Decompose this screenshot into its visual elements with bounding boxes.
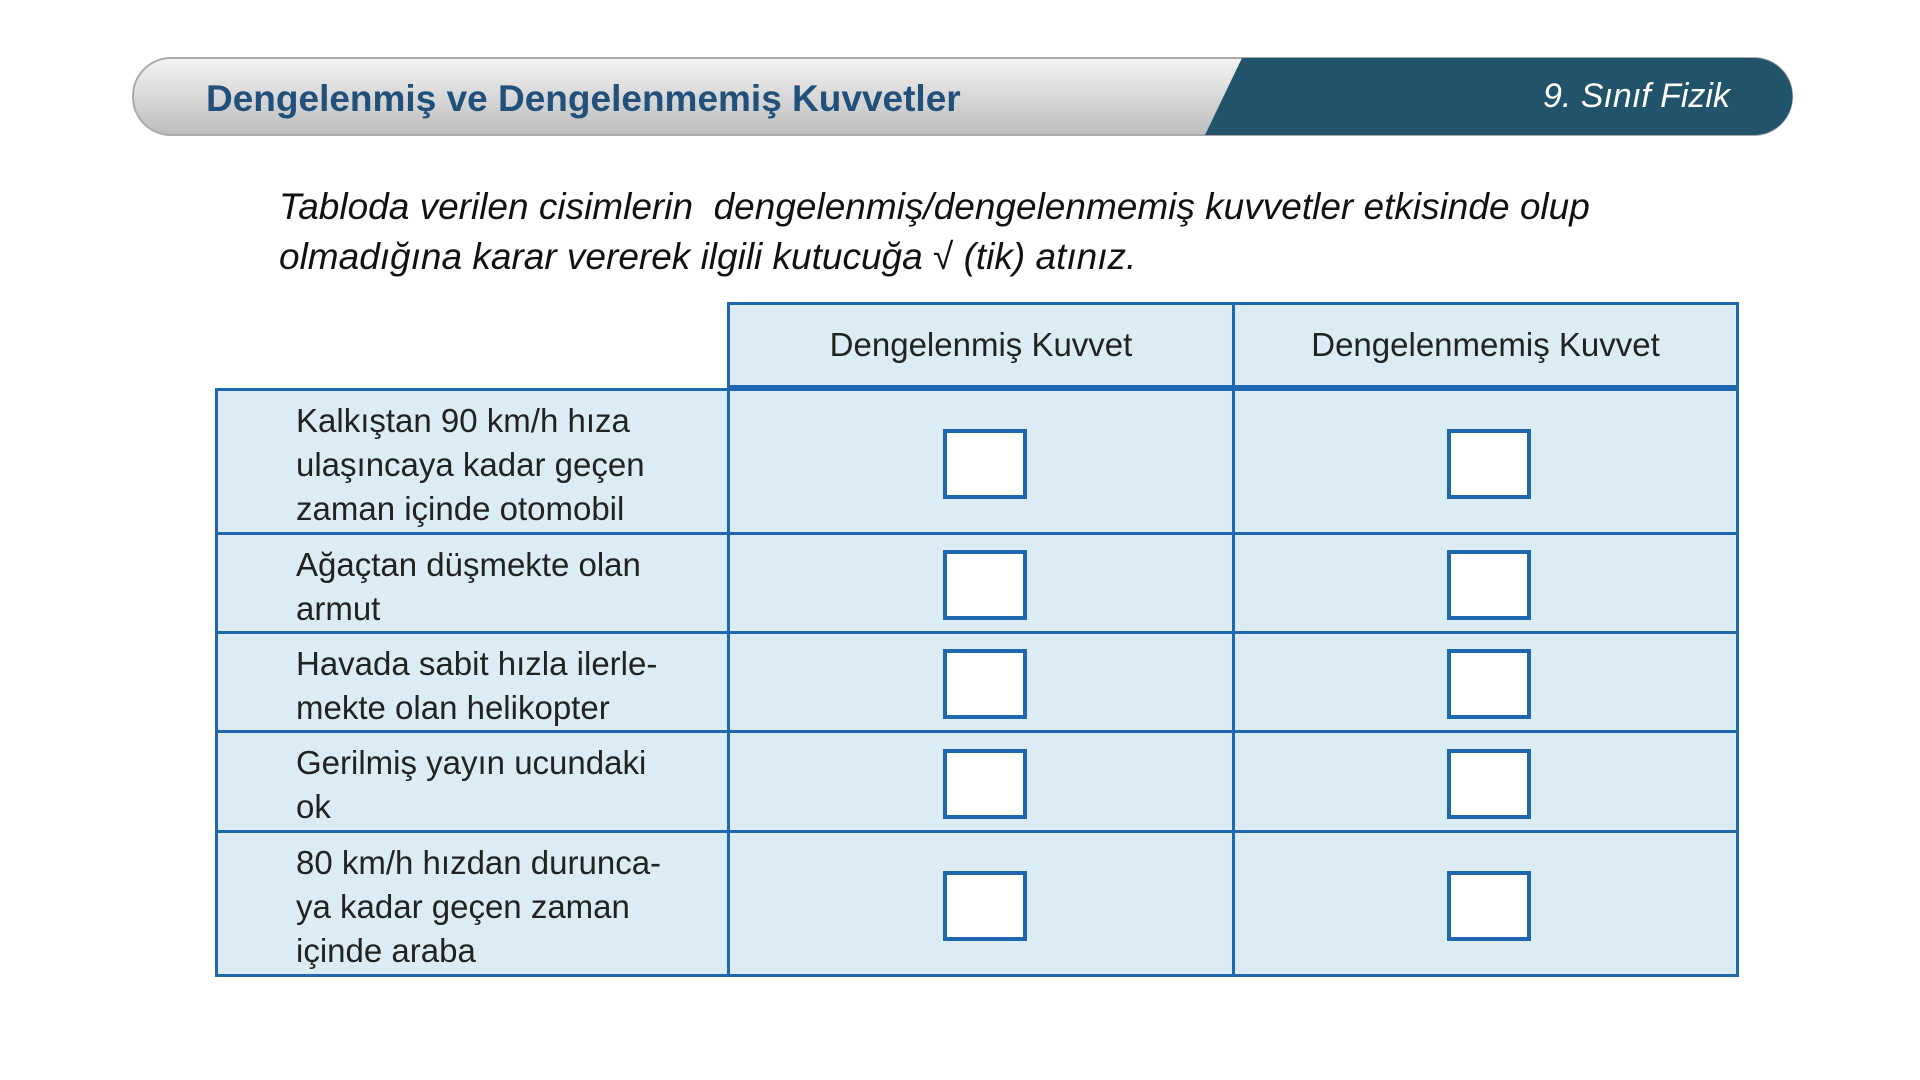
row-label-line: mekte olan helikopter [296, 689, 610, 726]
header-bar [132, 57, 1793, 136]
header-title: Dengelenmiş ve Dengelenmemiş Kuvvetler [206, 78, 961, 119]
row-label-line: Havada sabit hızla ilerle- [296, 645, 658, 682]
cell [727, 830, 1235, 977]
column-header-text: Dengelenmiş Kuvvet [829, 326, 1133, 363]
row-label-line: ok [296, 788, 331, 825]
instruction: Tabloda verilen cisimlerin dengelenmiş/d… [279, 182, 1590, 282]
cell [1232, 388, 1739, 535]
instruction-line: Tabloda verilen cisimlerin dengelenmiş/d… [279, 186, 1590, 227]
row-label: Havada sabit hızla ilerle-mekte olan hel… [215, 631, 730, 733]
row-label-line: Ağaçtan düşmekte olan [296, 546, 641, 583]
cell [1232, 532, 1739, 634]
checkbox[interactable] [942, 550, 1027, 620]
checkbox[interactable] [1447, 649, 1531, 719]
checkbox[interactable] [1447, 870, 1531, 941]
cell [1232, 631, 1739, 733]
row-label-line: Gerilmiş yayın ucundaki [296, 744, 647, 781]
row-label-line: içinde araba [296, 932, 476, 969]
cell [727, 532, 1235, 634]
cell [1232, 730, 1739, 833]
row-label: Gerilmiş yayın ucundaki ok [215, 730, 730, 833]
column-header: Dengelenmiş Kuvvet [727, 302, 1235, 388]
checkbox[interactable] [942, 649, 1027, 719]
row-label-line: ulaşıncaya kadar geçen [296, 446, 645, 483]
row-label: Ağaçtan düşmekte olan armut [215, 532, 730, 634]
column-header: Dengelenmemiş Kuvvet [1232, 302, 1739, 388]
checkbox[interactable] [1447, 550, 1531, 620]
cell [1232, 830, 1739, 977]
checkbox[interactable] [1447, 748, 1531, 819]
cell [727, 388, 1235, 535]
course-name: 9. Sınıf Fizik [1542, 77, 1730, 115]
instruction-line: olmadığına karar vererek ilgili kutucuğa… [279, 236, 1137, 277]
cell [727, 631, 1235, 733]
row-label: 80 km/h hızdan durunca-ya kadar geçen za… [215, 830, 730, 977]
checkbox[interactable] [942, 428, 1027, 499]
cell [727, 730, 1235, 833]
column-header-text: Dengelenmemiş Kuvvet [1311, 326, 1660, 363]
checkbox[interactable] [1447, 428, 1531, 499]
row-label: Kalkıştan 90 km/h hıza ulaşıncaya kadar g… [215, 388, 730, 535]
row-label-line: zaman içinde otomobil [296, 490, 625, 527]
row-label-line: armut [296, 590, 381, 627]
row-label-line: ya kadar geçen zaman [296, 888, 630, 925]
checkbox[interactable] [942, 870, 1027, 941]
row-label-line: Kalkıştan 90 km/h hıza [296, 402, 630, 439]
checkbox[interactable] [942, 748, 1027, 819]
row-label-line: 80 km/h hızdan durunca- [296, 844, 662, 881]
